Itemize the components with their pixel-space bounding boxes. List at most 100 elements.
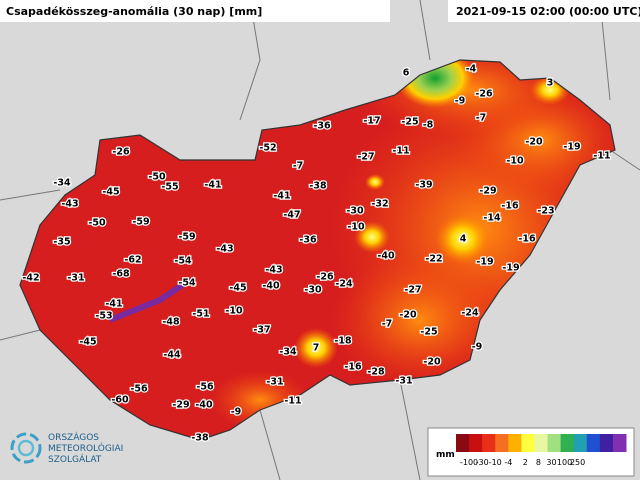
- station-value: -25: [420, 327, 437, 338]
- station-value: -24: [461, 308, 479, 319]
- station-value: -44: [163, 350, 181, 361]
- logo-text: SZOLGÁLAT: [48, 453, 102, 465]
- legend-label: -100: [460, 458, 478, 467]
- legend-swatch: [534, 434, 549, 452]
- legend-swatch: [456, 434, 470, 452]
- station-value: -8: [423, 120, 434, 131]
- station-value: -23: [537, 206, 554, 217]
- station-value: -7: [293, 161, 304, 172]
- station-value: -19: [502, 263, 519, 274]
- station-value: -39: [415, 180, 432, 191]
- station-value: -9: [455, 96, 466, 107]
- station-value: -59: [178, 232, 195, 243]
- station-value: -28: [367, 367, 385, 378]
- station-value: -14: [483, 213, 501, 224]
- station-value: -22: [425, 254, 442, 265]
- legend-label: -30: [476, 458, 489, 467]
- legend-swatch: [482, 434, 496, 452]
- station-value: -11: [392, 146, 409, 157]
- station-value: -26: [316, 272, 334, 283]
- station-value: 4: [460, 234, 467, 245]
- legend-label: 8: [536, 458, 541, 467]
- station-value: -16: [518, 234, 536, 245]
- station-value: -26: [475, 89, 493, 100]
- station-value: -16: [501, 201, 519, 212]
- station-value: -36: [313, 121, 331, 132]
- station-value: -43: [216, 244, 233, 255]
- station-value: -59: [132, 217, 149, 228]
- station-value: -30: [346, 206, 364, 217]
- legend-unit: mm: [436, 450, 455, 460]
- station-value: -25: [401, 117, 418, 128]
- legend-swatch: [547, 434, 562, 452]
- station-value: -50: [88, 218, 106, 229]
- logo-text: METEOROLÓGIAI: [48, 442, 123, 454]
- legend-swatch: [599, 434, 614, 452]
- legend-swatch: [573, 434, 588, 452]
- station-value: -10: [506, 156, 524, 167]
- station-value: -42: [22, 273, 39, 284]
- logo-text: ORSZÁGOS: [48, 431, 99, 443]
- station-value: -51: [192, 309, 209, 320]
- station-value: -34: [279, 347, 297, 358]
- title-box: [0, 0, 390, 22]
- station-value: -36: [299, 235, 317, 246]
- station-value: -43: [265, 265, 282, 276]
- station-value: -19: [476, 257, 493, 268]
- station-value: -31: [395, 376, 412, 387]
- logo: ORSZÁGOS METEOROLÓGIAI SZOLGÁLAT: [10, 431, 123, 465]
- station-value: -11: [284, 396, 301, 407]
- legend-swatch: [508, 434, 522, 452]
- station-value: -40: [195, 400, 213, 411]
- station-labels: -26-34-45-50-55 -41-43-50 -59-35 -59-43-62-…: [21, 62, 612, 445]
- station-value: -48: [162, 317, 180, 328]
- station-value: -37: [253, 325, 270, 336]
- station-value: -9: [231, 407, 242, 418]
- station-value: -35: [53, 237, 70, 248]
- station-value: -30: [304, 285, 322, 296]
- station-value: -68: [112, 269, 130, 280]
- station-value: -45: [102, 187, 119, 198]
- station-value: -20: [399, 310, 417, 321]
- station-value: -10: [225, 306, 243, 317]
- station-value: -10: [347, 222, 365, 233]
- station-value: -4: [466, 64, 477, 75]
- timestamp-box: [448, 0, 640, 22]
- station-value: -52: [259, 143, 276, 154]
- station-value: -20: [525, 137, 543, 148]
- station-value: -16: [344, 362, 362, 373]
- station-value: -27: [404, 285, 421, 296]
- legend-swatch: [586, 434, 601, 452]
- legend-label: 2: [523, 458, 528, 467]
- station-value: -54: [174, 256, 192, 267]
- timestamp: 2021-09-15 02:00 (00:00 UTC): [456, 5, 640, 18]
- legend-swatch: [521, 434, 535, 452]
- station-value: -41: [204, 180, 221, 191]
- station-value: -60: [111, 395, 129, 406]
- station-value: -29: [172, 400, 189, 411]
- station-value: -53: [95, 311, 112, 322]
- station-value: 6: [403, 68, 410, 79]
- legend-swatch: [560, 434, 575, 452]
- station-value: -26: [112, 147, 130, 158]
- station-value: -7: [382, 319, 393, 330]
- station-value: -56: [196, 382, 214, 393]
- station-value: -27: [357, 152, 374, 163]
- legend-label: 100: [557, 458, 572, 467]
- station-value: -40: [262, 281, 280, 292]
- station-value: -41: [105, 299, 122, 310]
- legend-label: -4: [504, 458, 512, 467]
- station-value: -45: [229, 283, 246, 294]
- station-value: -50: [148, 172, 166, 183]
- station-value: -41: [273, 191, 290, 202]
- legend-swatch: [469, 434, 483, 452]
- station-value: -32: [371, 199, 388, 210]
- station-value: -43: [61, 199, 78, 210]
- station-value: -17: [363, 116, 380, 127]
- station-value: -29: [479, 186, 496, 197]
- station-value: -54: [178, 278, 196, 289]
- station-value: -38: [309, 181, 327, 192]
- title: Csapadékösszeg-anomália (30 nap) [mm]: [6, 5, 262, 18]
- station-value: -20: [423, 357, 441, 368]
